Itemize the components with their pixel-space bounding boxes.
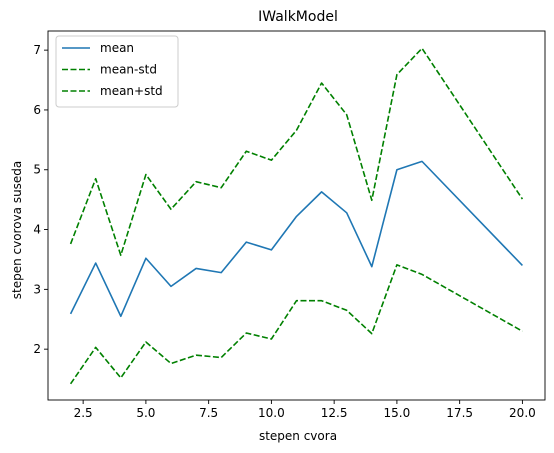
legend-box <box>55 35 179 108</box>
legend-label: mean <box>100 41 134 55</box>
x-tick-label: 20.0 <box>509 406 536 420</box>
y-tick-label: 3 <box>33 282 41 296</box>
x-tick-label: 15.0 <box>384 406 411 420</box>
series-line-mean <box>69 160 523 318</box>
x-axis-label: stepen cvora <box>259 429 337 443</box>
x-tick-label: 10.0 <box>258 406 285 420</box>
x-tick-label: 7.5 <box>199 406 218 420</box>
y-tick-label: 4 <box>33 223 41 237</box>
x-tick-label: 17.5 <box>446 406 473 420</box>
y-tick-label: 2 <box>33 342 41 356</box>
y-tick-label: 6 <box>33 103 41 117</box>
y-tick-label: 5 <box>33 163 41 177</box>
x-tick-label: 12.5 <box>321 406 348 420</box>
plot-area: 2.5 5.0 7.5 10.0 12.5 15.0 17.5 20.0 2 3 4 5 6 7 mean m… <box>33 30 546 420</box>
y-tick-label: 7 <box>33 43 41 57</box>
chart-title: IWalkModel <box>258 9 338 25</box>
series-line-mean-std <box>69 47 524 257</box>
x-tick-label: 5.0 <box>136 406 155 420</box>
x-tick-label: 2.5 <box>74 406 93 420</box>
axes-frame <box>47 30 546 401</box>
series-line-mean-std <box>69 264 523 385</box>
legend-label: mean-std <box>100 63 157 77</box>
legend-label: mean+std <box>100 84 163 98</box>
y-axis-label: stepen cvorova suseda <box>10 161 24 300</box>
